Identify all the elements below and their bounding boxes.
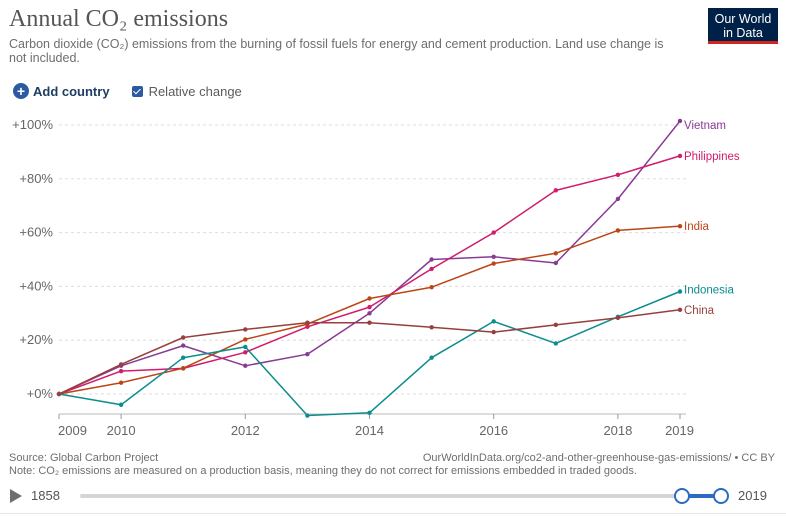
data-point-india <box>491 261 496 266</box>
data-point-vietnam <box>367 311 372 316</box>
timeline-selected-range <box>681 494 725 498</box>
data-point-indonesia <box>429 355 434 360</box>
x-tick-label: 2019 <box>665 423 694 438</box>
data-point-china <box>615 315 621 321</box>
chart-subtitle: Carbon dioxide (CO₂) emissions from the … <box>9 37 664 65</box>
x-tick-label: 2014 <box>355 423 384 438</box>
data-point-philippines <box>429 266 434 272</box>
data-point-philippines <box>615 172 621 177</box>
data-point-indonesia <box>305 413 310 418</box>
data-point-indonesia <box>677 289 683 294</box>
x-tick-label: 2018 <box>603 423 632 438</box>
line-chart: +0% +20% +40% +60% +80% +100% 2009 2010 2012 2014… <box>12 117 740 438</box>
data-point-philippines <box>491 230 496 235</box>
data-point-indonesia <box>243 344 248 350</box>
data-point-india <box>118 380 124 385</box>
x-tick-label: 2009 <box>58 423 87 438</box>
data-point-vietnam <box>491 254 496 260</box>
data-point-indonesia <box>553 341 558 346</box>
timeline-end-year: 2019 <box>738 488 767 503</box>
series-line-indonesia <box>58 290 681 417</box>
series-label-vietnam: Vietnam <box>684 120 726 132</box>
source-url-link[interactable]: OurWorldInData.org/co2-and-other-greenho… <box>422 452 775 464</box>
add-country-label: Add country <box>33 83 110 99</box>
data-point-vietnam <box>429 257 434 262</box>
data-point-philippines <box>677 153 683 159</box>
data-point-china <box>367 320 372 325</box>
data-point-china <box>56 391 62 397</box>
timeline-track[interactable] <box>80 488 729 504</box>
data-point-india <box>429 285 434 290</box>
series-label-indonesia: Indonesia <box>684 285 734 297</box>
data-point-indonesia <box>118 402 124 407</box>
y-tick-label: +60% <box>19 225 53 240</box>
add-country-button[interactable]: + Add country <box>13 83 110 99</box>
chart-controls: + Add country Relative change <box>13 83 242 99</box>
data-point-vietnam <box>615 196 621 202</box>
series-line-india <box>58 225 681 395</box>
data-point-philippines <box>243 350 248 355</box>
y-tick-label: +20% <box>19 332 53 347</box>
data-point-india <box>553 251 558 256</box>
timeline-start-year: 1858 <box>31 488 60 503</box>
y-tick-label: +100% <box>12 117 53 132</box>
series-label-india: India <box>684 221 710 233</box>
note-text: Note: CO₂ emissions are measured on a pr… <box>9 465 637 477</box>
y-tick-label: +0% <box>27 386 54 401</box>
data-point-vietnam <box>243 363 248 368</box>
relative-change-checkbox[interactable] <box>131 85 143 97</box>
data-point-indonesia <box>367 410 372 416</box>
logo-line-2: in Data <box>723 26 763 40</box>
data-point-india <box>181 365 186 371</box>
series-label-philippines: Philippines <box>684 151 740 163</box>
timeline-end-handle[interactable] <box>713 488 729 504</box>
tab-bar-divider <box>0 513 786 517</box>
data-point-vietnam <box>553 260 558 266</box>
data-point-india <box>367 296 372 301</box>
data-point-china <box>491 329 496 335</box>
x-tick-label: 2010 <box>107 423 136 438</box>
data-point-vietnam <box>677 118 683 124</box>
chart-title: Annual CO₂ emissions <box>9 6 229 32</box>
data-point-philippines <box>553 188 558 193</box>
play-icon[interactable] <box>10 489 22 503</box>
y-tick-label: +80% <box>19 171 53 186</box>
owid-logo[interactable]: Our World in Data <box>708 8 778 44</box>
source-text: Source: Global Carbon Project <box>9 452 159 464</box>
timeline: 1858 2019 <box>0 483 786 509</box>
timeline-start-handle[interactable] <box>674 488 690 504</box>
relative-change-toggle[interactable]: Relative change <box>131 83 242 99</box>
logo-accent-bar <box>708 41 778 44</box>
series-line-philippines <box>58 155 681 395</box>
data-point-china <box>677 307 683 313</box>
data-point-china <box>181 335 186 340</box>
y-tick-label: +40% <box>19 278 53 293</box>
data-point-china <box>305 320 310 325</box>
data-point-vietnam <box>305 351 310 357</box>
data-point-vietnam <box>181 343 186 348</box>
data-point-china <box>118 362 124 367</box>
plus-circle-icon: + <box>13 83 29 99</box>
data-point-indonesia <box>181 355 186 360</box>
x-tick-label: 2012 <box>231 423 260 438</box>
data-point-philippines <box>367 304 372 310</box>
relative-change-label: Relative change <box>148 83 242 99</box>
data-point-philippines <box>118 368 124 374</box>
data-point-india <box>615 228 621 233</box>
data-point-india <box>243 337 248 342</box>
series-label-china: China <box>684 305 715 317</box>
logo-line-1: Our World <box>714 12 772 26</box>
x-tick-label: 2016 <box>479 423 508 438</box>
series-line-vietnam <box>58 120 681 395</box>
data-point-china <box>243 327 248 332</box>
data-point-india <box>677 223 683 229</box>
data-point-china <box>429 325 434 330</box>
data-point-china <box>553 322 558 328</box>
data-point-indonesia <box>491 319 496 324</box>
